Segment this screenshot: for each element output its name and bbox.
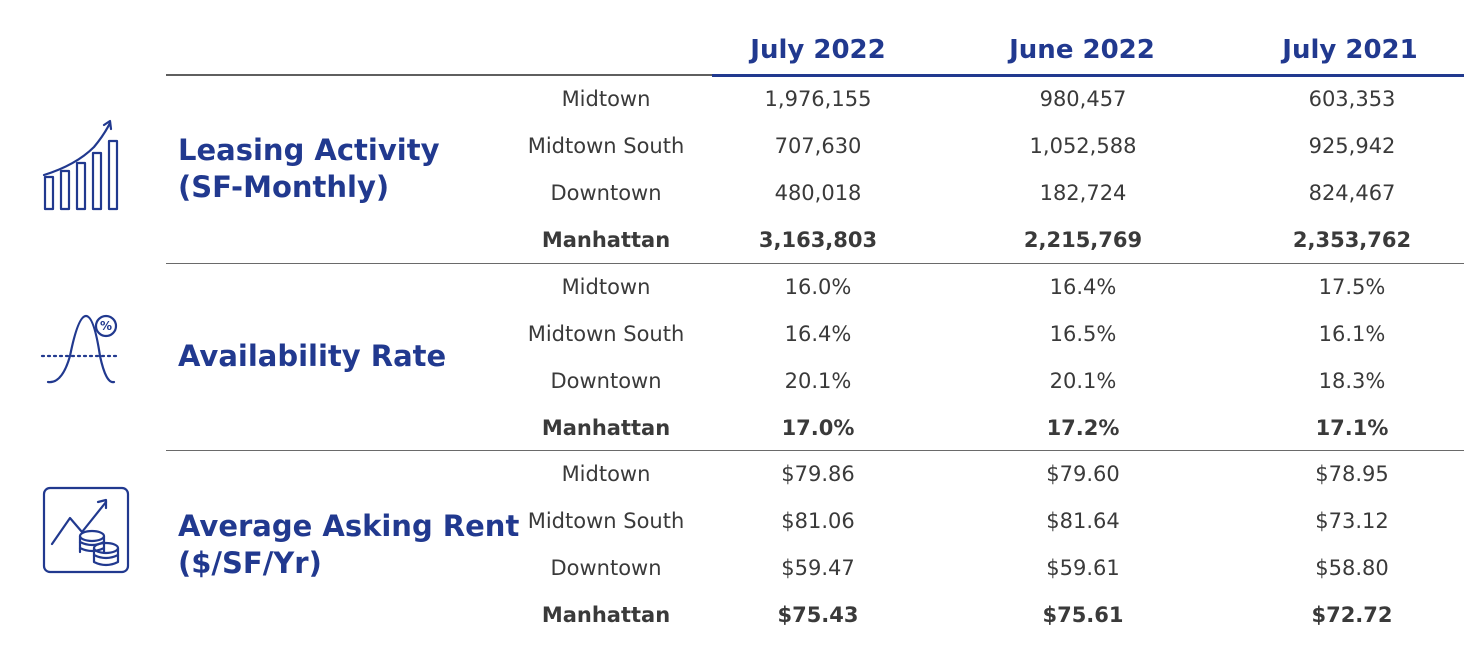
table-cell: 1,976,155 bbox=[764, 87, 872, 111]
section-divider bbox=[166, 263, 1464, 264]
total-cell: $75.43 bbox=[777, 603, 859, 627]
submarket-total-label: Manhattan bbox=[541, 416, 671, 440]
total-cell: 2,353,762 bbox=[1292, 228, 1412, 252]
total-cell: 17.0% bbox=[781, 416, 855, 440]
table-cell: 480,018 bbox=[774, 181, 862, 205]
table-cell: $78.95 bbox=[1315, 462, 1389, 486]
submarket-label: Downtown bbox=[550, 369, 662, 393]
table-cell: $58.80 bbox=[1315, 556, 1389, 580]
table-cell: 16.0% bbox=[784, 275, 852, 299]
total-cell: $72.72 bbox=[1311, 603, 1393, 627]
table-cell: 925,942 bbox=[1308, 134, 1396, 158]
section-title-leasing: Leasing Activity (SF-Monthly) bbox=[178, 132, 439, 206]
section-title-line: ($/SF/Yr) bbox=[178, 546, 322, 580]
submarket-label: Midtown South bbox=[527, 509, 685, 533]
submarket-label: Midtown bbox=[561, 462, 651, 486]
table-cell: 707,630 bbox=[774, 134, 862, 158]
table-cell: $59.61 bbox=[1046, 556, 1120, 580]
submarket-label: Midtown bbox=[561, 275, 651, 299]
column-header-july-2022: July 2022 bbox=[750, 35, 886, 65]
table-cell: 20.1% bbox=[784, 369, 852, 393]
submarket-label: Midtown South bbox=[527, 134, 685, 158]
total-cell: 17.1% bbox=[1315, 416, 1389, 440]
column-header-june-2022: June 2022 bbox=[1009, 35, 1155, 65]
rising-bar-chart-icon bbox=[36, 115, 126, 219]
table-cell: 16.4% bbox=[1049, 275, 1117, 299]
percent-curve-icon: % bbox=[36, 306, 126, 396]
column-header-july-2021: July 2021 bbox=[1282, 35, 1418, 65]
table-cell: 16.4% bbox=[784, 322, 852, 346]
table-cell: 16.1% bbox=[1318, 322, 1386, 346]
section-divider bbox=[166, 450, 1464, 451]
section-title-rent: Average Asking Rent ($/SF/Yr) bbox=[178, 508, 519, 582]
header-rule-accent bbox=[712, 74, 1464, 77]
svg-text:%: % bbox=[100, 319, 112, 333]
section-title-availability: Availability Rate bbox=[178, 338, 446, 375]
table-cell: 18.3% bbox=[1318, 369, 1386, 393]
table-cell: 17.5% bbox=[1318, 275, 1386, 299]
table-cell: $81.06 bbox=[781, 509, 855, 533]
submarket-total-label: Manhattan bbox=[541, 603, 671, 627]
total-cell: $75.61 bbox=[1042, 603, 1124, 627]
submarket-total-label: Manhattan bbox=[541, 228, 671, 252]
submarket-label: Downtown bbox=[550, 181, 662, 205]
table-cell: 824,467 bbox=[1308, 181, 1396, 205]
submarket-label: Downtown bbox=[550, 556, 662, 580]
section-title-line: (SF-Monthly) bbox=[178, 170, 390, 204]
section-title-line: Availability Rate bbox=[178, 339, 447, 373]
table-cell: 1,052,588 bbox=[1029, 134, 1137, 158]
section-title-line: Leasing Activity bbox=[178, 133, 440, 167]
table-cell: 980,457 bbox=[1039, 87, 1127, 111]
section-title-line: Average Asking Rent bbox=[178, 509, 520, 543]
table-cell: 603,353 bbox=[1308, 87, 1396, 111]
total-cell: 3,163,803 bbox=[758, 228, 878, 252]
table-cell: $59.47 bbox=[781, 556, 855, 580]
table-cell: 20.1% bbox=[1049, 369, 1117, 393]
table-cell: $73.12 bbox=[1315, 509, 1389, 533]
coins-growth-icon bbox=[36, 484, 134, 580]
table-cell: $79.60 bbox=[1046, 462, 1120, 486]
table-cell: 16.5% bbox=[1049, 322, 1117, 346]
submarket-label: Midtown bbox=[561, 87, 651, 111]
table-cell: $79.86 bbox=[781, 462, 855, 486]
table-cell: 182,724 bbox=[1039, 181, 1127, 205]
submarket-label: Midtown South bbox=[527, 322, 685, 346]
table-cell: $81.64 bbox=[1046, 509, 1120, 533]
total-cell: 17.2% bbox=[1046, 416, 1120, 440]
total-cell: 2,215,769 bbox=[1023, 228, 1143, 252]
